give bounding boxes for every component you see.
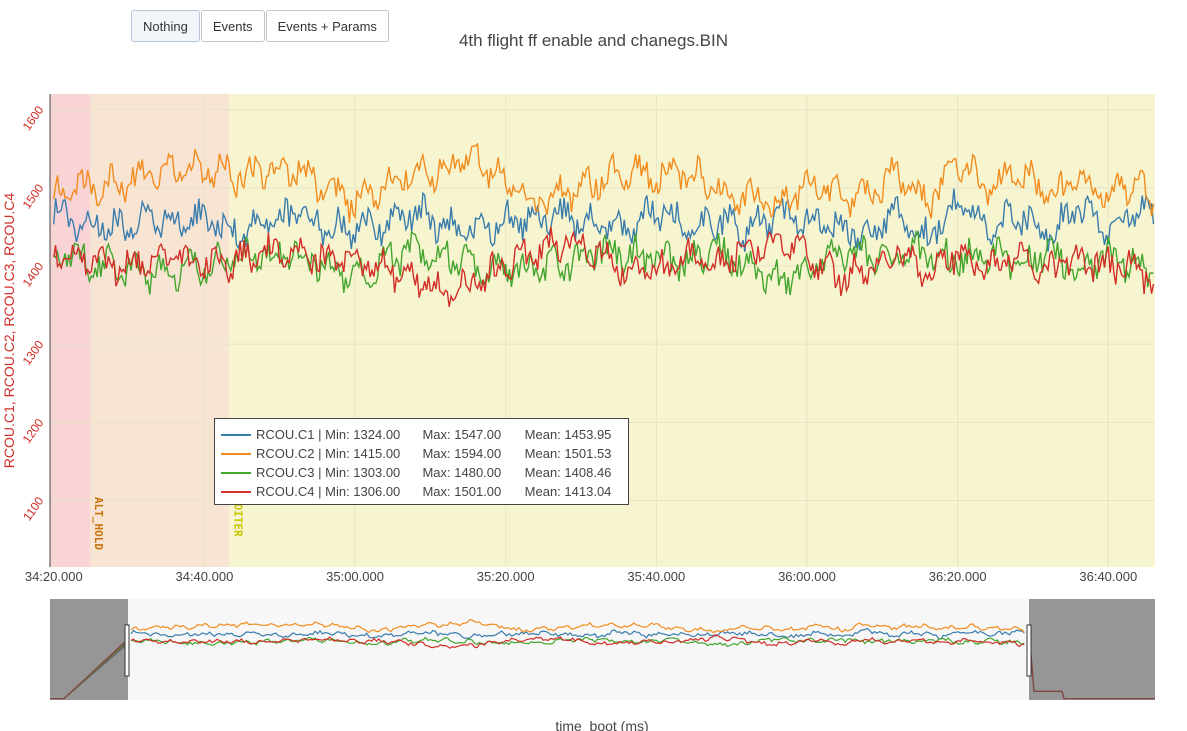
- range-mask-left: [50, 599, 128, 700]
- legend-max: 1501.00: [454, 484, 502, 499]
- range-series-rcou-c2: [130, 619, 1025, 634]
- mode-band-pre: [50, 94, 90, 567]
- range-slider[interactable]: [50, 599, 1155, 700]
- range-slider-bg: [50, 599, 1155, 700]
- legend-item-c2[interactable]: RCOU.C2 | Min: 1415.00 Max: 1594.00 Mean…: [221, 444, 622, 463]
- legend-swatch-c2: [221, 452, 251, 455]
- range-mask-right: [1029, 599, 1155, 700]
- events-button[interactable]: Events: [200, 10, 265, 42]
- x-axis-title: time_boot (ms): [555, 718, 648, 731]
- legend-mean: 1413.04: [564, 484, 612, 499]
- legend-max: 1480.00: [454, 465, 502, 480]
- x-tick-label: 35:20.000: [477, 569, 535, 584]
- legend-item-c3[interactable]: RCOU.C3 | Min: 1303.00 Max: 1480.00 Mean…: [221, 463, 622, 482]
- legend-item-c4[interactable]: RCOU.C4 | Min: 1306.00 Max: 1501.00 Mean…: [221, 482, 622, 501]
- y-tick-label: 1100: [20, 494, 46, 523]
- legend-min: 1415.00: [353, 446, 401, 461]
- range-series-rcou-c1: [130, 627, 1025, 640]
- legend-mean: 1408.46: [564, 465, 612, 480]
- chart-title: 4th flight ff enable and chanegs.BIN: [458, 31, 729, 50]
- legend-label: RCOU.C1: [256, 427, 315, 442]
- legend-label: RCOU.C3: [256, 465, 315, 480]
- chart-legend: RCOU.C1 | Min: 1324.00 Max: 1547.00 Mean…: [214, 418, 629, 505]
- legend-label: RCOU.C2: [256, 446, 315, 461]
- y-tick-label: 1500: [20, 181, 47, 211]
- legend-min: 1324.00: [353, 427, 401, 442]
- x-tick-label: 36:40.000: [1079, 569, 1137, 584]
- legend-max: 1547.00: [454, 427, 502, 442]
- legend-mean: 1501.53: [564, 446, 612, 461]
- range-handle-right[interactable]: [1026, 624, 1032, 677]
- series-line-rcou-c1: [53, 188, 1155, 252]
- x-tick-label: 35:00.000: [326, 569, 384, 584]
- legend-swatch-c3: [221, 471, 251, 474]
- range-handle-left[interactable]: [124, 624, 130, 677]
- legend-mean: 1453.95: [564, 427, 612, 442]
- events-params-button[interactable]: Events + Params: [265, 10, 389, 42]
- mode-label-alt_hold: ALT_HOLD: [92, 497, 105, 550]
- series-line-rcou-c2: [53, 142, 1155, 223]
- y-tick-label: 1300: [20, 338, 47, 368]
- legend-swatch-c1: [221, 433, 251, 436]
- legend-min: 1306.00: [353, 484, 401, 499]
- series-line-rcou-c4: [53, 226, 1155, 308]
- y-tick-label: 1600: [20, 103, 47, 133]
- x-tick-label: 36:00.000: [778, 569, 836, 584]
- legend-max: 1594.00: [454, 446, 502, 461]
- y-axis-title: RCOU.C1, RCOU.C2, RCOU.C3, RCOU.C4: [1, 193, 17, 469]
- y-tick-label: 1200: [20, 416, 47, 446]
- view-toggle-group: Nothing Events Events + Params: [131, 10, 390, 42]
- mode-label-loiter: LOITER: [231, 497, 244, 537]
- x-tick-label: 35:40.000: [627, 569, 685, 584]
- legend-label: RCOU.C4: [256, 484, 315, 499]
- x-tick-label: 34:40.000: [175, 569, 233, 584]
- legend-item-c1[interactable]: RCOU.C1 | Min: 1324.00 Max: 1547.00 Mean…: [221, 425, 622, 444]
- legend-min: 1303.00: [353, 465, 401, 480]
- y-tick-label: 1400: [20, 259, 47, 289]
- x-tick-label: 34:20.000: [25, 569, 83, 584]
- range-series-rcou-c4: [130, 634, 1025, 649]
- legend-swatch-c4: [221, 490, 251, 493]
- nothing-button[interactable]: Nothing: [131, 10, 200, 42]
- x-tick-label: 36:20.000: [929, 569, 987, 584]
